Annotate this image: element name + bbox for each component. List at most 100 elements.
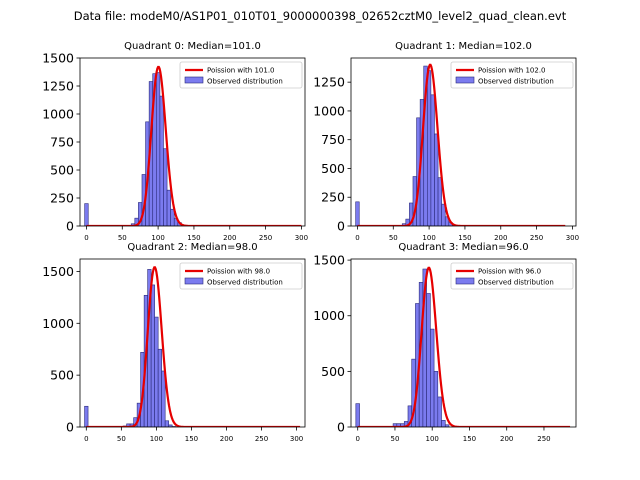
histogram-bar: [154, 316, 159, 427]
x-tick-label: 200: [220, 435, 233, 443]
y-tick-label: 1500: [313, 253, 345, 268]
x-tick-label: 300: [566, 234, 579, 242]
histogram-bar: [84, 405, 89, 427]
x-tick-label: 100: [150, 435, 163, 443]
x-tick-label: 50: [389, 234, 398, 242]
y-tick-label: 0: [337, 420, 345, 435]
poisson-curve: [357, 63, 566, 226]
y-tick-label: 750: [321, 132, 345, 147]
y-tick-label: 1000: [313, 308, 345, 323]
y-tick-label: 500: [50, 368, 74, 383]
legend-label-poisson: Poission with 96.0: [478, 268, 541, 276]
legend-bar-swatch: [455, 76, 475, 84]
poisson-curve: [357, 266, 571, 427]
histogram-bar: [170, 208, 175, 226]
histogram-bar: [163, 148, 168, 226]
poisson-curve: [86, 65, 302, 226]
histogram-bar: [441, 420, 446, 427]
y-tick-label: 0: [337, 219, 345, 234]
x-tick-label: 250: [530, 234, 543, 242]
x-tick-label: 250: [255, 435, 268, 443]
x-tick-label: 0: [355, 435, 359, 443]
y-tick-label: 0: [66, 420, 74, 435]
legend-label-poisson: Poission with 98.0: [207, 268, 270, 276]
y-tick-label: 1250: [42, 79, 74, 94]
histogram-bar: [444, 216, 450, 226]
chart-panel-0: Quadrant 0: Median=101.0 0 50 100 150 200 250 3…: [42, 41, 308, 242]
poisson-curve: [86, 266, 301, 427]
x-tick-label: 300: [295, 234, 308, 242]
y-tick-label: 1500: [42, 51, 74, 66]
histogram-bar: [156, 72, 161, 226]
plot-frame: [79, 258, 306, 428]
x-tick-label: 300: [290, 435, 303, 443]
histogram-bar: [444, 424, 450, 427]
histogram-bar: [441, 203, 446, 226]
y-tick-label: 0: [66, 219, 74, 234]
x-tick-label: 200: [223, 234, 236, 242]
x-tick-label: 250: [259, 234, 272, 242]
histogram-bar: [164, 420, 169, 427]
x-tick-label: 0: [355, 234, 359, 242]
x-tick-label: 50: [118, 234, 127, 242]
histogram-bar: [355, 403, 360, 427]
legend-label-observed: Observed distribution: [478, 78, 554, 86]
x-tick-label: 150: [185, 435, 198, 443]
legend-bar-swatch: [184, 76, 204, 84]
x-tick-label: 50: [117, 435, 126, 443]
y-tick-label: 500: [50, 163, 74, 178]
x-tick-label: 100: [151, 234, 164, 242]
x-tick-label: 200: [500, 435, 513, 443]
chart-title: Quadrant 1: Median=102.0: [395, 41, 532, 52]
y-tick-label: 1000: [313, 103, 345, 118]
x-tick-label: 150: [458, 234, 471, 242]
legend-label-observed: Observed distribution: [478, 279, 554, 287]
y-tick-label: 250: [50, 191, 74, 206]
figure-title: Data file: modeM0/AS1P01_010T01_90000003…: [74, 9, 567, 23]
legend-box: [179, 262, 303, 290]
y-tick-label: 1000: [42, 107, 74, 122]
legend-bar-swatch: [184, 277, 204, 285]
y-tick-label: 500: [321, 364, 345, 379]
histogram-bar: [150, 284, 155, 427]
x-tick-label: 50: [390, 435, 399, 443]
histogram-bar: [84, 203, 89, 226]
legend-label-observed: Observed distribution: [207, 78, 283, 86]
legend-box: [179, 61, 303, 89]
x-tick-label: 250: [537, 435, 550, 443]
histogram-bar: [437, 177, 442, 226]
x-tick-label: 0: [84, 435, 88, 443]
histogram-bar: [159, 95, 164, 226]
x-tick-label: 150: [187, 234, 200, 242]
histogram-bar: [168, 424, 173, 427]
y-tick-label: 1250: [313, 75, 345, 90]
histogram-bar: [433, 371, 439, 427]
legend-label-observed: Observed distribution: [207, 279, 283, 287]
histogram-bar: [157, 348, 162, 427]
y-tick-label: 500: [321, 161, 345, 176]
legend-box: [450, 262, 574, 290]
x-tick-label: 150: [463, 435, 476, 443]
plot-frame: [350, 258, 577, 428]
chart-title: Quadrant 0: Median=101.0: [124, 41, 261, 52]
chart-panel-1: Quadrant 1: Median=102.0 0 50 100 150 200 250 3…: [313, 41, 579, 242]
histogram-bar: [161, 370, 166, 427]
x-tick-label: 200: [494, 234, 507, 242]
x-tick-label: 100: [426, 435, 439, 443]
histogram-bar: [355, 201, 360, 226]
chart-title: Quadrant 2: Median=98.0: [127, 242, 257, 253]
legend-label-poisson: Poission with 101.0: [207, 67, 275, 75]
legend-box: [450, 61, 574, 89]
y-tick-label: 1500: [42, 264, 74, 279]
y-tick-label: 250: [321, 190, 345, 205]
histogram-bar: [434, 133, 439, 226]
histogram-bar: [437, 396, 442, 427]
legend-bar-swatch: [455, 277, 475, 285]
plot-frame: [350, 57, 577, 227]
chart-title: Quadrant 3: Median=96.0: [398, 242, 528, 253]
histogram-bar: [166, 189, 171, 226]
histogram-bar: [427, 70, 432, 226]
legend-label-poisson: Poission with 102.0: [478, 67, 546, 75]
chart-panel-2: Quadrant 2: Median=98.0 0 50 100 150 200 250 30…: [42, 242, 306, 443]
